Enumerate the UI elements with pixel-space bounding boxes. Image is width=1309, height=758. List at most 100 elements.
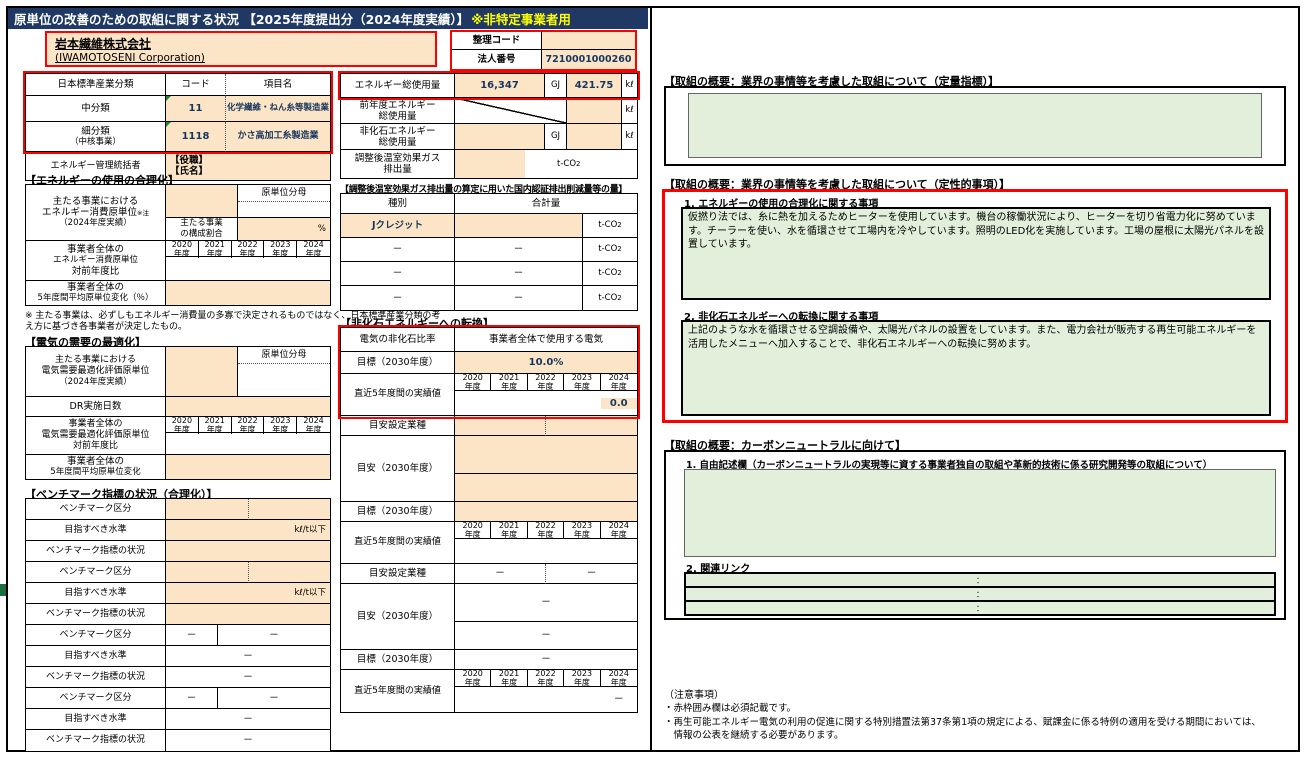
nonfossil-ratio-label: 電気の非化石比率 <box>341 328 455 352</box>
section-title-overview-qual: 【取組の概要：業界の事情等を考慮した取組について（定性的事項）】 <box>664 178 1011 191</box>
benchmark-status-label: ベンチマーク指標の状況 <box>26 541 166 562</box>
table-row: 中分類 11 化学繊維・ねん糸等製造業 <box>26 96 330 122</box>
guide-industry-input-b[interactable] <box>546 416 637 436</box>
benchmark-kubun-label: ベンチマーク区分 <box>26 688 166 709</box>
nonfossil-kl-input[interactable] <box>567 124 622 150</box>
elec-denominator-input[interactable] <box>238 364 330 396</box>
credit-type-jcredit[interactable]: Jクレジット <box>341 214 455 238</box>
sub-class-code[interactable]: 1118 <box>166 122 226 152</box>
guide-2030-inputs <box>455 436 637 502</box>
cn-links-table: ： ： ： <box>684 572 1276 616</box>
overview-quant-input[interactable] <box>688 93 1262 158</box>
benchmark-level-input-2[interactable]: kℓ/t以下 <box>166 583 330 604</box>
qual-item1-text[interactable]: 仮撚り法では、糸に熱を加えるためヒーターを使用しています。機台の稼働状況により、… <box>681 207 1271 300</box>
gj-unit: GJ <box>545 74 567 98</box>
table-row: 法人番号 7210001000260 <box>452 50 635 69</box>
note-line-1: ・赤枠囲み欄は必須記載です。 <box>664 703 797 714</box>
energy-summary-table: エネルギー総使用量 16,347 GJ 421.75 kℓ 前年度エネルギー 総… <box>340 73 638 179</box>
table-row: 目安（2030年度） <box>341 436 637 502</box>
nonfossil-energy-label: 非化石エネルギー 総使用量 <box>341 124 455 150</box>
cn-free-text-title: 1. 自由記述欄（カーボンニュートラルの実現等に資する事業者独自の取組や革新的技… <box>686 460 1213 471</box>
credit-type-na: － <box>341 286 455 310</box>
middle-class-label: 中分類 <box>26 96 166 122</box>
benchmark-level-label: 目指すべき水準 <box>26 709 166 730</box>
benchmark-level-input-1[interactable]: kℓ/t以下 <box>166 520 330 541</box>
middle-class-code[interactable]: 11 <box>166 96 226 122</box>
tco2-unit: t-CO 2 <box>557 158 581 169</box>
denominator-input[interactable] <box>238 202 330 218</box>
target-2030-input[interactable] <box>455 502 637 522</box>
company-name-en: (IWAMOTOSENI Corporation) <box>55 52 205 64</box>
nonfossil-2024-value[interactable]: 0.0 <box>600 397 637 409</box>
year-value-row: － <box>455 687 637 712</box>
cn-free-text-input[interactable] <box>684 469 1276 557</box>
sub-class-name[interactable]: かさ高加工糸製造業 <box>226 122 330 152</box>
nonfossil-target-value[interactable]: 10.0% <box>455 352 637 374</box>
table-row: 事業者全体の エネルギー消費原単位 対前年度比 2020 年度 2021 年度 20… <box>26 241 330 281</box>
middle-class-name[interactable]: 化学繊維・ねん糸等製造業 <box>226 96 330 122</box>
total-energy-gj-value[interactable]: 16,347 <box>455 74 545 98</box>
nonfossil-target-label: 目標（2030年度） <box>341 352 455 374</box>
link-row-1[interactable]: ： <box>686 574 1274 588</box>
benchmark-status-input-2[interactable] <box>166 604 330 625</box>
table-row: DR実施日数 <box>26 397 330 417</box>
benchmark-status-input-1[interactable] <box>166 541 330 562</box>
guide-industry-na-b: － <box>546 564 637 584</box>
table-row: 非化石エネルギー 総使用量 GJ kℓ <box>341 124 637 150</box>
credit-total-jcredit-input[interactable] <box>455 214 583 238</box>
table-row: Jクレジット t-CO 2 <box>341 214 637 238</box>
electricity-table: 主たる事業における 電気需要最適化評価原単位 （2024年度実績） 原単位分母 … <box>25 346 331 480</box>
section-title-rationalization: 【エネルギーの使用の合理化】 <box>25 174 179 187</box>
year-header-row: 2020 年度 2021 年度 2022 年度 2023 年度 2024 年度 <box>455 670 637 687</box>
benchmark-kubun-input-1b[interactable] <box>249 499 330 520</box>
dr-days-input[interactable] <box>166 397 330 417</box>
benchmark-kubun-input-1a[interactable] <box>166 499 249 520</box>
table-row: 直近5年度間の実績値 2020 年度 2021 年度 2022 年度 2023 年度 2… <box>341 374 637 416</box>
benchmark-status-label: ベンチマーク指標の状況 <box>26 667 166 688</box>
intensity-value-input[interactable] <box>166 185 237 218</box>
elec-denominator-column: 原単位分母 <box>238 347 330 397</box>
id-code-input[interactable] <box>542 32 635 50</box>
guide-industry-input-a[interactable] <box>455 416 546 436</box>
table-row: ベンチマーク指標の状況 <box>26 541 330 562</box>
avg-change-input[interactable] <box>166 281 330 305</box>
table-row: 事業者全体の 5年度間平均原単位変化 <box>26 455 330 479</box>
guide-2030-input-1[interactable] <box>455 436 637 474</box>
table-row: 主たる事業における エネルギー消費原単位 ※注 （2024年度実績） 主たる事業 … <box>26 185 330 241</box>
guide-industry-na-a: － <box>455 564 546 584</box>
elec-denominator-label: 原単位分母 <box>238 347 330 364</box>
overview-qual-required-box <box>662 189 1288 423</box>
share-value-input[interactable]: % <box>238 218 330 240</box>
qual-item2-text[interactable]: 上記のような水を循環させる空調設備や、太陽光パネルの設置をしています。また、電力… <box>681 320 1271 416</box>
elec-intensity-label: 主たる事業における 電気需要最適化評価原単位 （2024年度実績） <box>26 347 166 397</box>
benchmark-kubun-input-2a[interactable] <box>166 562 249 583</box>
credit-total-header: 合計量 <box>455 194 637 214</box>
benchmark-level-label: 目指すべき水準 <box>26 646 166 667</box>
link-row-3[interactable]: ： <box>686 602 1274 614</box>
prev-year-kl-input[interactable] <box>567 98 622 124</box>
table-row: 前年度エネルギー 総使用量 kℓ <box>341 98 637 124</box>
guide-2030-input-2[interactable] <box>455 474 637 501</box>
elec-intensity-input[interactable] <box>166 347 238 397</box>
company-name-box[interactable]: 岩本繊維株式会社 (IWAMOTOSENI Corporation) <box>45 31 437 67</box>
item-name-header: 項目名 <box>226 74 330 96</box>
link-row-2[interactable]: ： <box>686 588 1274 602</box>
table-row: 整理コード <box>452 32 635 50</box>
elec-avg-change-input[interactable] <box>166 455 330 479</box>
carbon-neutral-box <box>664 450 1286 620</box>
benchmark-kubun-input-2b[interactable] <box>249 562 330 583</box>
nonfossil-recent-label: 直近5年度間の実績値 <box>341 374 455 416</box>
company-name: 岩本繊維株式会社 <box>55 37 152 51</box>
table-row: 目標（2030年度） － <box>341 650 637 670</box>
guide-2030-label: 目安（2030年度） <box>341 436 455 502</box>
table-row: 目標（2030年度） <box>341 502 637 522</box>
total-energy-kl-value[interactable]: 421.75 <box>567 74 622 98</box>
adjusted-ghg-input[interactable] <box>455 150 525 178</box>
table-row: 目安（2030年度） － － <box>341 584 637 650</box>
table-row: 細分類 （中核事業） 1118 かさ高加工糸製造業 <box>26 122 330 152</box>
year-header-row: 2020 年度 2021 年度 2022 年度 2023 年度 2024 年度 <box>455 374 637 391</box>
energy-manager-input[interactable]: 【役職】 【氏名】 <box>166 152 330 180</box>
nonfossil-gj-input[interactable] <box>455 124 545 150</box>
corporate-number-value[interactable]: 7210001000260 <box>542 50 635 69</box>
benchmark-kubun-label: ベンチマーク区分 <box>26 499 166 520</box>
